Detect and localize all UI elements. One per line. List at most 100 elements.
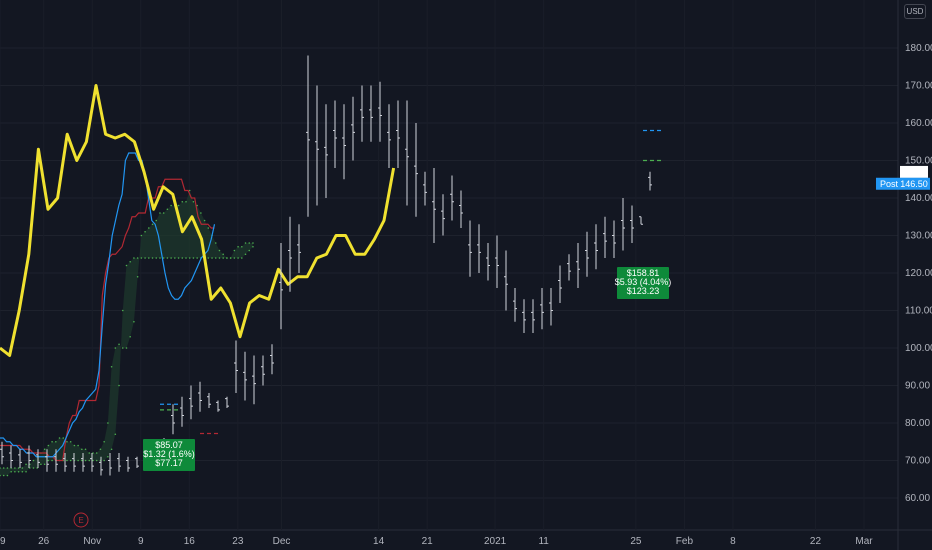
callout-box-1: $85.07$1.32 (1.6%)$77.17 <box>143 439 195 471</box>
cloud-dot <box>144 257 146 259</box>
x-tick-label: 26 <box>38 536 50 547</box>
cloud-dot <box>241 257 243 259</box>
cloud-dot <box>248 242 251 244</box>
cloud-dot <box>66 459 68 462</box>
cloud-dot <box>103 459 105 462</box>
cloud-dot <box>66 440 68 443</box>
cloud-dot <box>14 470 16 473</box>
cloud-dot <box>159 257 161 259</box>
cloud-dot <box>244 242 247 244</box>
earnings-marker[interactable]: E <box>73 512 89 528</box>
cloud-dot <box>10 470 12 473</box>
cloud-dot <box>121 347 124 349</box>
cloud-dot <box>88 452 91 454</box>
x-tick-label: Nov <box>83 536 101 547</box>
cloud-dot <box>203 219 206 222</box>
callout-box <box>617 267 669 299</box>
cloud-dot <box>155 257 158 259</box>
y-tick-label: 120.00 <box>905 268 932 279</box>
price-axis[interactable]: 60.00 70.00 80.00 90.00 100.00 110.00 120.00 13… <box>905 43 932 504</box>
y-tick-label: 60.00 <box>905 493 930 504</box>
callout-line: $158.81 <box>627 268 660 278</box>
cloud-dot <box>51 459 53 462</box>
cloud-dot <box>218 257 221 259</box>
cloud-dot <box>177 257 180 259</box>
currency-button[interactable]: USD <box>904 4 926 19</box>
cloud-dot <box>32 467 35 469</box>
cloud-dot <box>114 433 117 436</box>
cloud-dot <box>125 347 128 349</box>
cloud-dot <box>77 459 79 462</box>
x-tick-label: 22 <box>810 536 822 547</box>
cloud-dot <box>6 474 9 477</box>
cloud-dot <box>136 257 139 259</box>
cloud-dot <box>226 257 228 259</box>
cloud-dot <box>170 257 172 259</box>
cloud-dot <box>25 463 27 466</box>
x-tick-label: 25 <box>630 536 642 547</box>
cloud-dot <box>207 257 210 259</box>
cloud-dot <box>92 459 94 462</box>
cloud-dot <box>229 257 232 259</box>
cloud-dot <box>177 204 180 207</box>
cloud-dot <box>244 253 247 256</box>
earnings-marker-label: E <box>78 516 83 525</box>
cloud-dot <box>17 467 20 469</box>
cloud-dot <box>81 459 83 462</box>
y-tick-label: 160.00 <box>905 118 932 129</box>
cloud-dot <box>2 467 5 469</box>
cloud-dot <box>237 257 239 259</box>
x-tick-label: 19 <box>0 536 6 547</box>
x-tick-label: 8 <box>730 536 736 547</box>
cloud-dot <box>248 249 251 252</box>
blue-line-series <box>0 152 216 458</box>
y-tick-label: 90.00 <box>905 381 930 392</box>
indicator-lines <box>0 84 663 462</box>
cloud-dot <box>95 452 98 454</box>
callout-line: $77.17 <box>155 458 183 468</box>
cloud-dot <box>88 459 91 462</box>
y-tick-label: 130.00 <box>905 231 932 242</box>
cloud-dot <box>144 230 146 233</box>
cloud-dot <box>252 245 254 248</box>
time-axis[interactable]: 19 26 Nov 9 16 23 Dec 14 21 2021 11 25 Feb 8 22 Mar <box>0 536 873 547</box>
callout-box <box>143 439 195 471</box>
cloud-dot <box>47 459 50 462</box>
cloud-dot <box>218 249 221 252</box>
cloud-dot <box>32 459 35 462</box>
x-tick-label: Feb <box>676 536 694 547</box>
cloud-dot <box>43 463 46 466</box>
callout-line: $123.23 <box>627 286 660 296</box>
x-tick-label: Dec <box>273 536 291 547</box>
callout-labels: $85.07$1.32 (1.6%)$77.17 $158.81$5.93 (4.… <box>143 267 671 471</box>
x-tick-label: Mar <box>855 536 873 547</box>
post-label: Post <box>880 179 899 189</box>
cloud-dot <box>188 189 191 192</box>
cloud-dot <box>136 275 139 278</box>
callout-line: $5.93 (4.04%) <box>615 277 672 287</box>
cloud-dot <box>192 257 195 259</box>
cloud-dot <box>170 204 172 207</box>
callout-box-2: $158.81$5.93 (4.04%)$123.23 <box>615 267 672 299</box>
cloud-dot <box>181 200 184 203</box>
earnings-marker-circle <box>73 512 89 528</box>
cloud-dot <box>17 470 20 473</box>
cloud-dot <box>148 227 150 229</box>
x-tick-label: 14 <box>373 536 385 547</box>
cloud-dot <box>58 437 61 439</box>
cloud-dot <box>118 343 120 346</box>
cloud-dot <box>133 320 135 323</box>
cloud-dot <box>84 459 87 462</box>
cloud-dot <box>222 257 224 259</box>
cloud-dot <box>166 208 169 211</box>
cloud-dot <box>140 257 143 259</box>
cloud-dot <box>200 212 202 214</box>
cloud-dot <box>103 440 105 443</box>
y-tick-label: 140.00 <box>905 193 932 204</box>
cloud-dot <box>40 463 42 466</box>
cloud-dot <box>151 223 154 226</box>
cloud-dot <box>162 257 165 259</box>
